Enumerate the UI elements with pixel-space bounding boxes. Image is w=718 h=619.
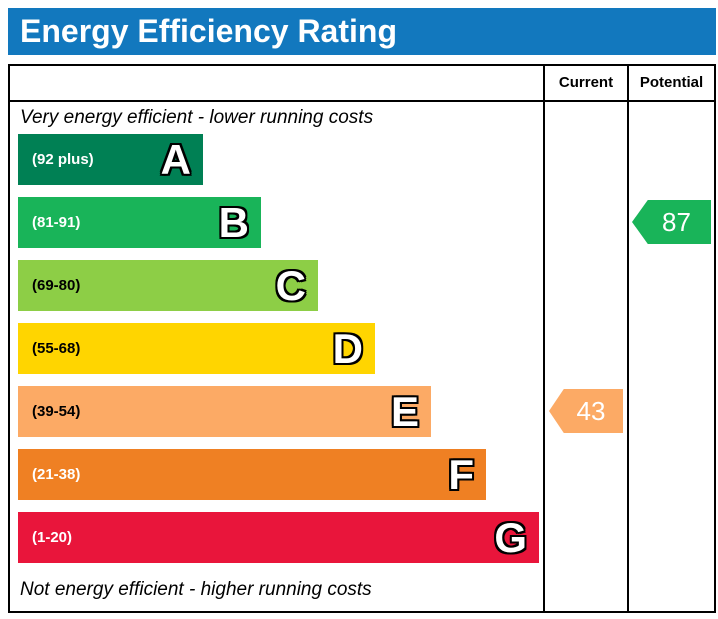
potential-rating-value: 87 <box>662 206 691 237</box>
title-bar: Energy Efficiency Rating <box>8 8 716 55</box>
band-f-range: (21-38) <box>32 466 81 483</box>
current-rating-value: 43 <box>576 395 606 426</box>
header-spacer <box>10 66 543 102</box>
band-c-range: (69-80) <box>32 277 81 294</box>
band-c-letter: C <box>275 261 306 309</box>
band-g-letter: G <box>494 513 527 561</box>
energy-efficiency-chart: Very energy efficient - lower running co… <box>8 64 716 613</box>
potential-rating-arrow: 87 <box>632 200 711 244</box>
potential-column-label: Potential <box>639 74 704 91</box>
band-a-letter: A <box>160 135 191 183</box>
band-g-range: (1-20) <box>32 529 73 546</box>
band-e-letter: E <box>390 387 419 435</box>
band-g: (1-20) G <box>18 512 539 563</box>
band-f: (21-38) F <box>18 449 486 500</box>
current-rating-arrow: 43 <box>549 389 623 433</box>
potential-column: Potential 87 <box>627 66 714 611</box>
bands-area: Very energy efficient - lower running co… <box>10 66 543 611</box>
current-column-label: Current <box>558 74 614 91</box>
current-column-header: Current <box>545 66 627 102</box>
band-c: (69-80) C <box>18 260 318 311</box>
rating-bands: (92 plus) A (81-91) B (69-80) C (55-68) … <box>10 134 543 575</box>
band-a: (92 plus) A <box>18 134 203 185</box>
page-title: Energy Efficiency Rating <box>20 13 397 49</box>
band-b-range: (81-91) <box>32 214 81 231</box>
band-a-range: (92 plus) <box>32 151 94 168</box>
band-e: (39-54) E <box>18 386 431 437</box>
band-f-letter: F <box>448 450 474 498</box>
band-b-letter: B <box>218 198 249 246</box>
band-e-range: (39-54) <box>32 403 81 420</box>
current-column: Current 43 <box>543 66 627 611</box>
band-d-range: (55-68) <box>32 340 81 357</box>
bottom-note: Not energy efficient - higher running co… <box>20 579 372 600</box>
potential-column-header: Potential <box>629 66 714 102</box>
band-d-letter: D <box>332 324 363 372</box>
top-note: Very energy efficient - lower running co… <box>20 107 374 128</box>
band-d: (55-68) D <box>18 323 375 374</box>
band-b: (81-91) B <box>18 197 261 248</box>
